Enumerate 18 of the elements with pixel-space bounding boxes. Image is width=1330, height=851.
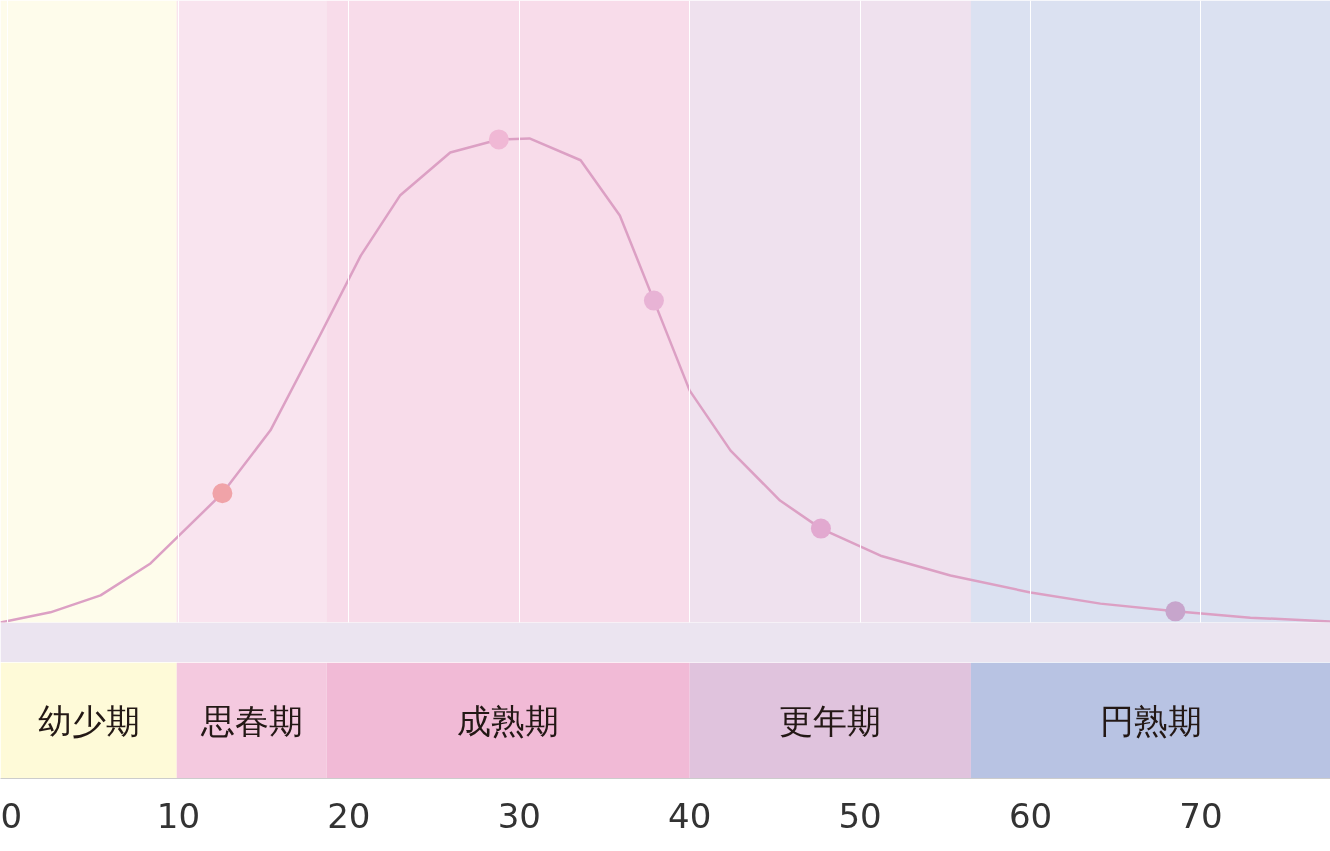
band-label: 思春期	[199, 700, 303, 741]
band-label: 円熟期	[1099, 700, 1202, 741]
point	[488, 129, 509, 150]
x-tick-label: 20	[327, 795, 371, 836]
x-tick-label: 60	[1008, 795, 1053, 836]
band-label: 幼少期	[37, 700, 140, 741]
band-label: 更年期	[779, 700, 882, 741]
point	[1165, 601, 1186, 622]
x-tick-label: 50	[838, 795, 882, 836]
point	[643, 290, 664, 311]
x-tick-label: 30	[497, 795, 541, 836]
point	[810, 518, 831, 539]
x-tick-label: 40	[668, 795, 712, 836]
x-tick-label: 10	[156, 795, 201, 836]
band-label: 成熟期	[457, 700, 560, 741]
point	[212, 483, 233, 504]
x-tick-label: 0	[0, 795, 23, 836]
x-tick-label: 70	[1179, 795, 1223, 836]
